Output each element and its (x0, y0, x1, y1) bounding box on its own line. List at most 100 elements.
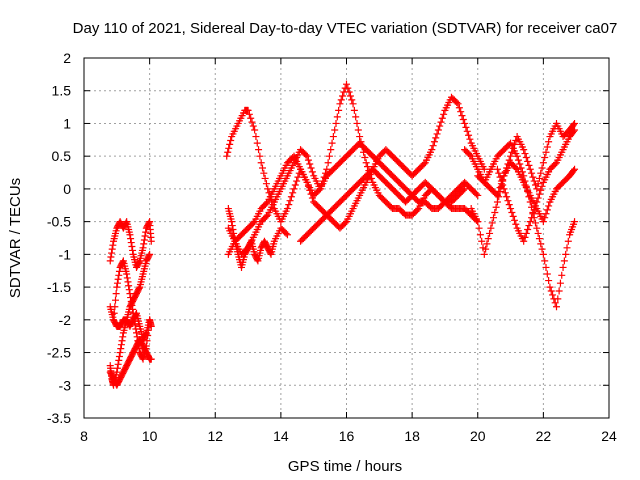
data-point (135, 258, 143, 266)
data-point (357, 138, 365, 146)
data-point (118, 337, 126, 345)
data-point (123, 274, 131, 282)
data-point (282, 229, 290, 237)
data-point (358, 143, 366, 151)
data-point (520, 237, 528, 245)
data-point (542, 148, 550, 156)
y-axis-label: SDTVAR / TECUs (7, 178, 24, 298)
series-s4 (106, 335, 155, 389)
data-point (537, 169, 545, 177)
data-point (144, 332, 152, 340)
data-point (308, 194, 316, 202)
x-tick-label: 8 (80, 428, 88, 444)
data-point (440, 110, 448, 118)
data-point (329, 133, 337, 141)
data-point (134, 341, 142, 349)
data-point (563, 244, 571, 252)
x-tick-label: 22 (536, 428, 552, 444)
data-point (129, 246, 137, 254)
data-point (466, 135, 474, 143)
data-point (115, 267, 123, 275)
data-point (570, 127, 578, 135)
data-point (328, 139, 336, 147)
data-point (353, 119, 361, 127)
data-point (455, 104, 463, 112)
data-point (228, 218, 236, 226)
data-point (264, 185, 272, 193)
data-point (524, 225, 532, 233)
data-point (500, 185, 508, 193)
data-point (335, 106, 343, 114)
data-point (503, 193, 511, 201)
data-point (362, 159, 370, 167)
data-point (367, 174, 375, 182)
data-point (129, 309, 137, 317)
data-point (530, 206, 538, 214)
data-point (291, 181, 299, 189)
data-point (293, 177, 301, 185)
chart-title: Day 110 of 2021, Sidereal Day-to-day VTE… (73, 20, 618, 37)
data-point (303, 152, 311, 160)
data-point (546, 283, 554, 291)
data-point (306, 160, 314, 168)
data-point (113, 283, 121, 291)
data-point (349, 100, 357, 108)
data-point (141, 232, 149, 240)
data-point (253, 139, 261, 147)
data-point (521, 150, 529, 158)
data-point (323, 165, 331, 173)
data-point (140, 236, 148, 244)
data-point (336, 100, 344, 108)
data-point (538, 245, 546, 253)
data-point (247, 239, 255, 247)
data-point (533, 198, 541, 206)
data-point (319, 177, 327, 185)
data-point (462, 123, 470, 131)
data-point (534, 194, 542, 202)
data-point (499, 181, 507, 189)
data-point (529, 210, 537, 218)
data-point (487, 224, 495, 232)
data-point (138, 354, 146, 362)
data-point (147, 237, 155, 245)
data-point (348, 96, 356, 104)
data-point (459, 186, 467, 194)
series-s13 (474, 159, 579, 226)
data-point (529, 173, 537, 181)
data-point (570, 167, 578, 175)
data-point (539, 159, 547, 167)
data-point (262, 180, 270, 188)
data-point (497, 177, 505, 185)
data-point (429, 142, 437, 150)
data-point (230, 229, 238, 237)
data-point (124, 278, 132, 286)
data-point (253, 256, 261, 264)
data-point (129, 305, 137, 313)
data-point (543, 206, 551, 214)
x-tick-label: 10 (142, 428, 158, 444)
data-point (130, 313, 138, 321)
y-tick-label: 1.5 (52, 83, 72, 99)
data-point (111, 303, 119, 311)
data-point (307, 190, 315, 198)
data-point (251, 126, 259, 134)
data-point (117, 341, 125, 349)
data-point (533, 185, 541, 193)
data-point (474, 191, 482, 199)
data-point (525, 161, 533, 169)
data-point (332, 119, 340, 127)
data-point (461, 119, 469, 127)
data-points (106, 80, 579, 389)
data-point (535, 190, 543, 198)
data-point (483, 240, 491, 248)
data-point (511, 216, 518, 224)
data-point (252, 133, 260, 141)
data-point (345, 88, 353, 96)
data-point (308, 168, 316, 176)
data-point (125, 282, 133, 290)
data-point (432, 134, 440, 142)
data-point (145, 321, 153, 329)
series-s5 (110, 257, 154, 363)
data-point (428, 146, 436, 154)
data-point (346, 92, 354, 100)
